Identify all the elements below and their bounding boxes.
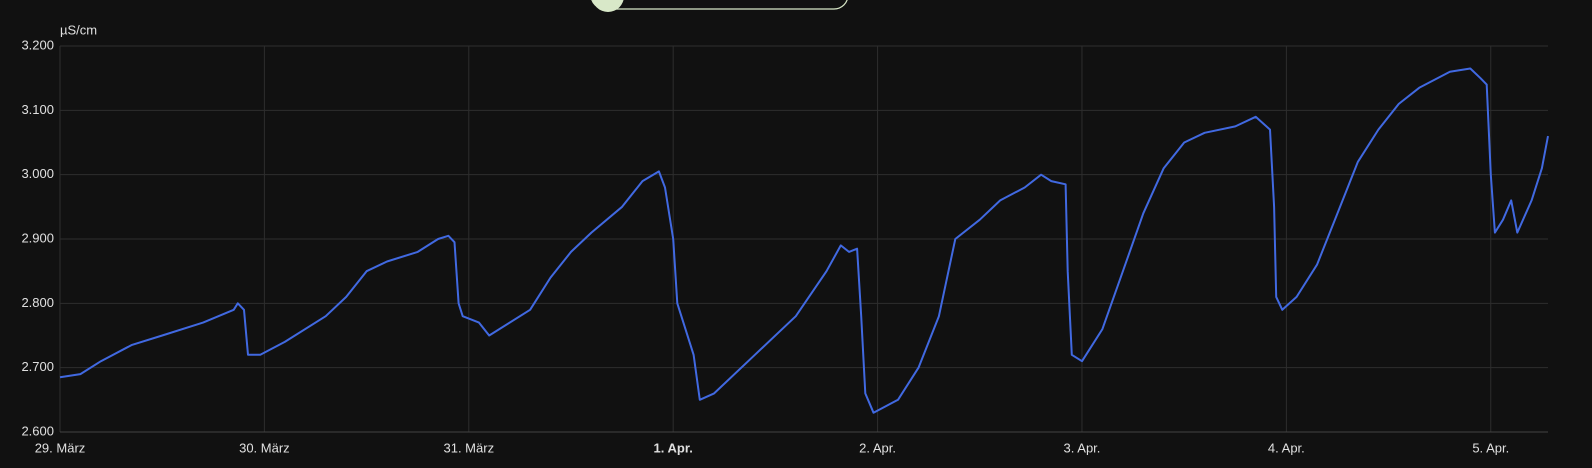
data-line — [59, 67, 1549, 414]
y-tick-label: 2.600 — [21, 423, 54, 438]
y-unit-label: µS/cm — [60, 22, 97, 37]
y-tick-label: 2.800 — [21, 295, 54, 310]
x-tick-label: 30. März — [239, 440, 290, 455]
x-tick-label: 31. März — [444, 440, 495, 455]
x-tick-label: 5. Apr. — [1472, 440, 1509, 455]
top-pill — [591, 0, 848, 10]
x-tick-label: 1. Apr. — [654, 440, 693, 455]
y-tick-label: 3.200 — [21, 37, 54, 52]
x-tick-label: 4. Apr. — [1268, 440, 1305, 455]
x-tick-label: 2. Apr. — [859, 440, 896, 455]
pill-icon — [592, 0, 624, 12]
y-tick-label: 3.100 — [21, 102, 54, 117]
x-tick-label: 29. März — [35, 440, 86, 455]
x-tick-label: 3. Apr. — [1064, 440, 1101, 455]
y-tick-label: 2.700 — [21, 359, 54, 374]
y-tick-label: 2.900 — [21, 230, 54, 245]
y-tick-label: 3.000 — [21, 166, 54, 181]
